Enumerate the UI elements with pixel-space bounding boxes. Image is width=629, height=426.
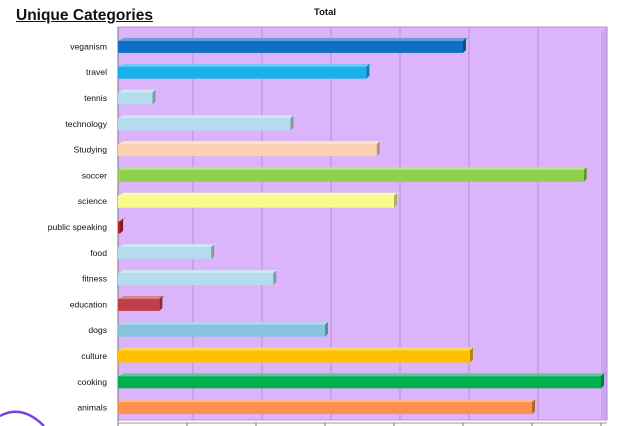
bar-side-education <box>159 295 163 311</box>
bar-side-fitness <box>273 270 277 286</box>
bar-education <box>118 298 160 311</box>
bar-top-food <box>118 244 218 248</box>
bar-side-food <box>211 244 215 260</box>
bar-side-travel <box>366 63 370 79</box>
bar-top-education <box>118 295 166 299</box>
bar-culture <box>118 350 470 363</box>
bar-travel <box>118 66 367 79</box>
chart-title: Total <box>314 7 336 18</box>
bar-side-animals <box>532 399 535 415</box>
bar-top-travel <box>118 63 373 67</box>
category-label: culture <box>81 351 107 361</box>
bar-top-soccer <box>118 166 590 170</box>
category-label: travel <box>86 67 107 77</box>
bar-top-culture <box>118 347 476 351</box>
bar-side-science <box>394 192 397 208</box>
category-label: tennis <box>84 93 107 103</box>
category-label: public speaking <box>48 222 107 232</box>
bar-top-veganism <box>118 37 469 41</box>
bar-side-culture <box>469 347 473 363</box>
bar-side-tennis <box>152 89 156 105</box>
bar-top-fitness <box>118 270 280 274</box>
page-title: Unique Categories <box>16 7 153 24</box>
bar-tennis <box>118 92 153 105</box>
bar-food <box>118 247 212 260</box>
bar-side-cooking <box>601 373 604 389</box>
bar-side-technology <box>290 115 294 131</box>
bar-side-studying <box>376 141 380 157</box>
bar-dogs <box>118 324 325 337</box>
bar-science <box>118 195 394 208</box>
bar-technology <box>118 118 291 131</box>
category-label: Studying <box>74 145 108 155</box>
plot-side-wall <box>601 27 607 420</box>
bar-side-dogs <box>325 321 328 337</box>
category-label: veganism <box>70 41 107 51</box>
bar-public-speaking <box>118 221 121 234</box>
bar-animals <box>118 402 532 415</box>
category-label: education <box>70 299 107 309</box>
bar-fitness <box>118 273 274 286</box>
category-label: dogs <box>88 325 107 335</box>
category-label: fitness <box>82 274 107 284</box>
category-label: food <box>90 248 107 258</box>
category-label: animals <box>77 403 107 413</box>
bar-cooking <box>118 376 601 389</box>
bar-top-animals <box>118 399 538 403</box>
decorative-curve <box>0 410 45 426</box>
bar-studying <box>118 144 377 157</box>
bar-top-tennis <box>118 89 159 93</box>
bar-top-dogs <box>118 321 331 325</box>
category-label: science <box>78 196 107 206</box>
bar-veganism <box>118 40 463 53</box>
bar-top-science <box>118 192 400 196</box>
bar-top-cooking <box>118 373 607 377</box>
category-label: technology <box>65 119 107 129</box>
category-label: soccer <box>82 170 107 180</box>
bar-top-technology <box>118 115 297 119</box>
bar-side-soccer <box>583 166 587 182</box>
bar-side-veganism <box>463 37 466 53</box>
bar-side-public-speaking <box>120 218 124 234</box>
category-label: cooking <box>77 377 107 387</box>
bar-soccer <box>118 169 584 182</box>
bar-top-studying <box>118 141 383 145</box>
